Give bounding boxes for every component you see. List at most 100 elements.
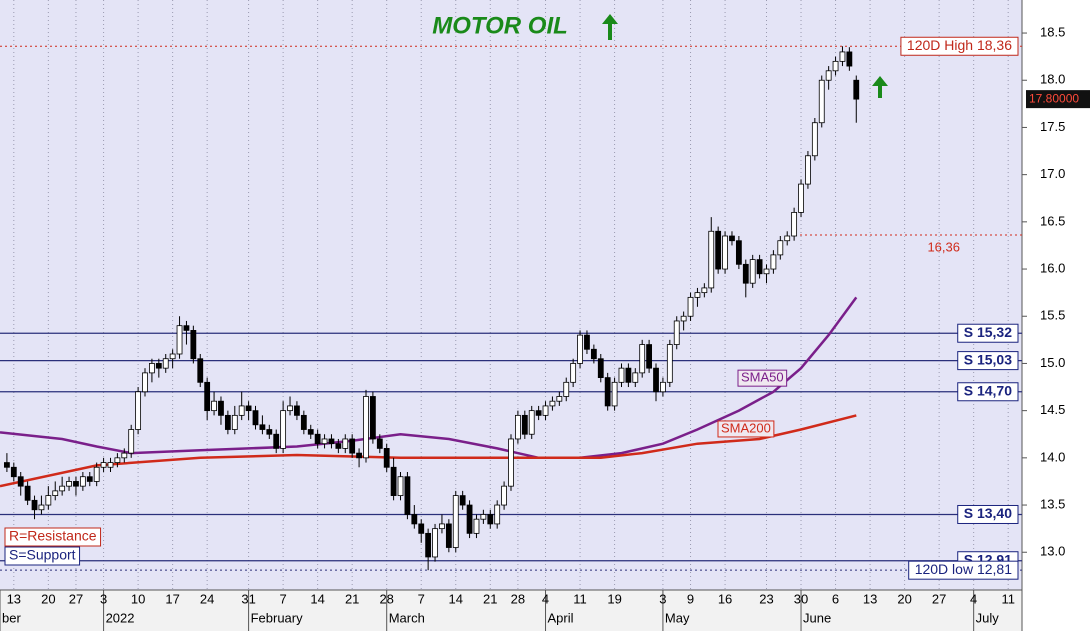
candle-body bbox=[839, 51, 846, 62]
x-tick-label: 19 bbox=[607, 591, 621, 606]
candle-body bbox=[4, 462, 10, 468]
candle-body bbox=[162, 358, 169, 369]
candle-body bbox=[238, 405, 245, 416]
x-tick-label: 10 bbox=[131, 591, 145, 606]
candle-body bbox=[466, 504, 473, 534]
month-label: May bbox=[665, 610, 690, 625]
candle-body bbox=[204, 381, 211, 412]
candle-body bbox=[770, 254, 777, 270]
month-label: June bbox=[803, 610, 831, 625]
x-tick-label: 21 bbox=[483, 591, 497, 606]
candle-body bbox=[45, 495, 52, 506]
x-tick-label: 14 bbox=[449, 591, 463, 606]
candle-body bbox=[252, 410, 259, 426]
candle-body bbox=[570, 363, 577, 383]
candle-body bbox=[584, 334, 590, 350]
up-arrow-icon bbox=[872, 76, 888, 98]
month-label: July bbox=[976, 610, 1000, 625]
candle-body bbox=[480, 514, 487, 520]
high-label: 120D High 18,36 bbox=[907, 37, 1012, 53]
support-label-box bbox=[957, 382, 1019, 402]
candle-body bbox=[349, 438, 356, 454]
last-price-label: 17.80000 bbox=[1029, 91, 1079, 105]
candle-body bbox=[404, 476, 411, 515]
candle-body bbox=[646, 344, 653, 369]
candle-body bbox=[590, 348, 597, 360]
candle-body bbox=[211, 400, 217, 412]
support-label-box bbox=[957, 323, 1019, 343]
candle-body bbox=[639, 344, 646, 374]
candle-body bbox=[280, 410, 287, 449]
candle-body bbox=[798, 183, 804, 213]
candle-body bbox=[38, 504, 45, 511]
y-tick-label: 16.0 bbox=[1040, 260, 1065, 275]
y-tick-label: 15.5 bbox=[1040, 308, 1065, 323]
x-tick-label: 30 bbox=[794, 591, 808, 606]
candle-body bbox=[742, 263, 749, 284]
month-label: April bbox=[548, 610, 574, 625]
month-label: ber bbox=[2, 610, 21, 625]
candle-body bbox=[307, 429, 314, 435]
candle-body bbox=[176, 325, 183, 355]
candle-body bbox=[411, 514, 418, 525]
x-tick-label: 16 bbox=[718, 591, 732, 606]
candle-body bbox=[86, 476, 93, 482]
candle-body bbox=[376, 438, 383, 449]
candle-body bbox=[749, 259, 756, 284]
candle-body bbox=[708, 230, 715, 289]
candle-body bbox=[224, 414, 231, 430]
candle-body bbox=[383, 447, 390, 468]
x-axis-background bbox=[0, 590, 1022, 631]
candle-body bbox=[432, 528, 438, 558]
marks bbox=[0, 46, 860, 571]
candle-body bbox=[169, 353, 176, 360]
month-label: 2022 bbox=[106, 610, 135, 625]
last-price-box bbox=[1026, 90, 1090, 109]
candle-body bbox=[24, 485, 31, 501]
candle-body bbox=[653, 367, 659, 393]
candle-body bbox=[190, 329, 197, 360]
high-label-box bbox=[900, 36, 1019, 56]
candle-body bbox=[66, 481, 72, 487]
x-tick-label: 23 bbox=[759, 591, 773, 606]
candle-body bbox=[756, 259, 763, 275]
candle-body bbox=[73, 481, 79, 487]
candle-body bbox=[107, 462, 114, 468]
x-tick-label: 20 bbox=[41, 591, 55, 606]
support-label: S 14,70 bbox=[964, 382, 1012, 398]
candle-body bbox=[369, 396, 376, 440]
candle-body bbox=[452, 495, 459, 548]
candle-body bbox=[501, 485, 507, 506]
plot-background bbox=[0, 0, 1022, 590]
y-tick-label: 14.0 bbox=[1040, 449, 1065, 464]
candle-body bbox=[10, 466, 17, 478]
candle-body bbox=[287, 405, 293, 412]
candle-body bbox=[473, 518, 480, 534]
x-tick-label: 28 bbox=[379, 591, 393, 606]
series-label-box bbox=[737, 369, 788, 387]
candle-body bbox=[853, 79, 860, 100]
resistance-label: 16,36 bbox=[927, 239, 960, 254]
y-tick-label: 17.5 bbox=[1040, 119, 1065, 134]
y-tick-label: 13.0 bbox=[1040, 544, 1065, 559]
x-tick-label: 17 bbox=[165, 591, 179, 606]
series-label: SMA50 bbox=[741, 370, 784, 385]
candle-body bbox=[805, 155, 811, 185]
x-tick-label: 27 bbox=[69, 591, 83, 606]
candle-body bbox=[52, 490, 59, 497]
candle-body bbox=[515, 414, 521, 440]
chart-title: MOTOR OIL bbox=[432, 12, 568, 39]
candle-body bbox=[784, 235, 791, 242]
moving-average-line bbox=[0, 296, 858, 460]
candle-body bbox=[604, 377, 611, 407]
candle-body bbox=[79, 476, 86, 487]
candle-body bbox=[328, 438, 335, 445]
y-tick-label: 14.5 bbox=[1040, 402, 1065, 417]
support-label: S 15,32 bbox=[964, 324, 1012, 340]
candle-body bbox=[314, 433, 321, 445]
candle-body bbox=[245, 405, 252, 412]
candle-body bbox=[597, 358, 604, 379]
legend-note: R=Resistance bbox=[9, 528, 97, 544]
